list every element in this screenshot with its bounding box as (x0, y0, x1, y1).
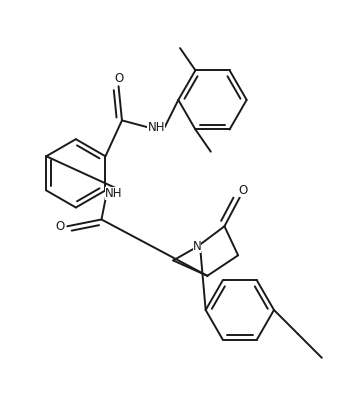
Text: NH: NH (105, 187, 122, 200)
Text: NH: NH (147, 121, 165, 134)
Text: O: O (114, 72, 123, 85)
Text: O: O (55, 220, 64, 233)
Text: N: N (193, 240, 201, 253)
Text: O: O (239, 184, 248, 197)
